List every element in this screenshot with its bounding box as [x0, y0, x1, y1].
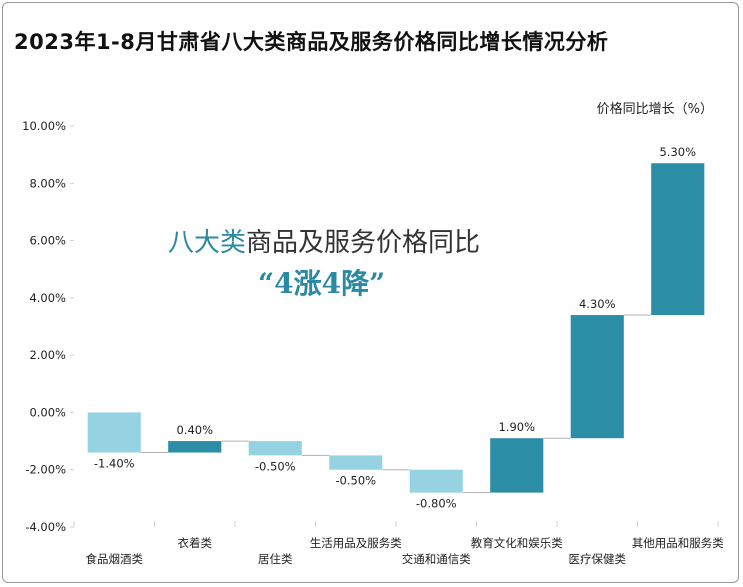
y-axis-ticks: -4.00% -2.00% 0.00% 2.00% 4.00% 6.00% 8.00% 10.… — [22, 119, 74, 534]
bar — [168, 441, 222, 453]
value-label: -1.40% — [94, 457, 135, 471]
bar — [87, 412, 141, 453]
bar — [490, 438, 544, 493]
y-tick-label: 0.00% — [29, 405, 66, 419]
bar — [329, 455, 383, 470]
x-tick-label: 生活用品及服务类 — [310, 536, 402, 550]
x-tick-label: 教育文化和娱乐类 — [471, 536, 563, 550]
value-label: 4.30% — [579, 297, 616, 311]
bar — [651, 163, 705, 316]
annotation-line-2: “4涨4降” — [258, 267, 386, 300]
bar — [570, 315, 624, 439]
value-labels: -1.40% 0.40% -0.50% -0.50% -0.80% 1.90% 4.30% 5… — [94, 145, 696, 510]
x-tick-label: 其他用品和服务类 — [632, 536, 724, 550]
chart-title: 2023年1-8月甘肃省八大类商品及服务价格同比增长情况分析 — [14, 30, 609, 54]
annotation-rest: 商品及服务价格同比 — [246, 228, 481, 258]
value-label: -0.80% — [416, 497, 457, 511]
connector-lines — [140, 314, 652, 494]
bars — [87, 163, 705, 493]
y-tick-label: -4.00% — [25, 520, 66, 534]
value-label: -0.50% — [255, 459, 296, 473]
y-tick-label: 2.00% — [29, 348, 66, 362]
annotation-accent: 八大类 — [168, 228, 247, 258]
bar — [248, 441, 302, 456]
x-tick-label: 衣着类 — [178, 536, 213, 550]
y-tick-label: 8.00% — [29, 176, 66, 190]
y-tick-label: 4.00% — [29, 291, 66, 305]
y-axis-unit-label: 价格同比增长（%） — [596, 102, 713, 117]
x-tick-label: 交通和通信类 — [402, 552, 471, 566]
value-label: 0.40% — [176, 423, 213, 437]
x-tick-label: 食品烟酒类 — [86, 552, 144, 566]
x-tick-label: 医疗保健类 — [569, 552, 627, 566]
value-label: 5.30% — [659, 145, 696, 159]
y-tick-label: -2.00% — [25, 463, 66, 477]
y-tick-label: 10.00% — [22, 119, 66, 133]
value-label: 1.90% — [498, 420, 535, 434]
y-tick-label: 6.00% — [29, 234, 66, 248]
annotation-line-1: 八大类商品及服务价格同比 — [168, 222, 480, 259]
bar — [409, 469, 463, 493]
value-label: -0.50% — [335, 474, 376, 488]
x-tick-label: 居住类 — [258, 552, 293, 566]
